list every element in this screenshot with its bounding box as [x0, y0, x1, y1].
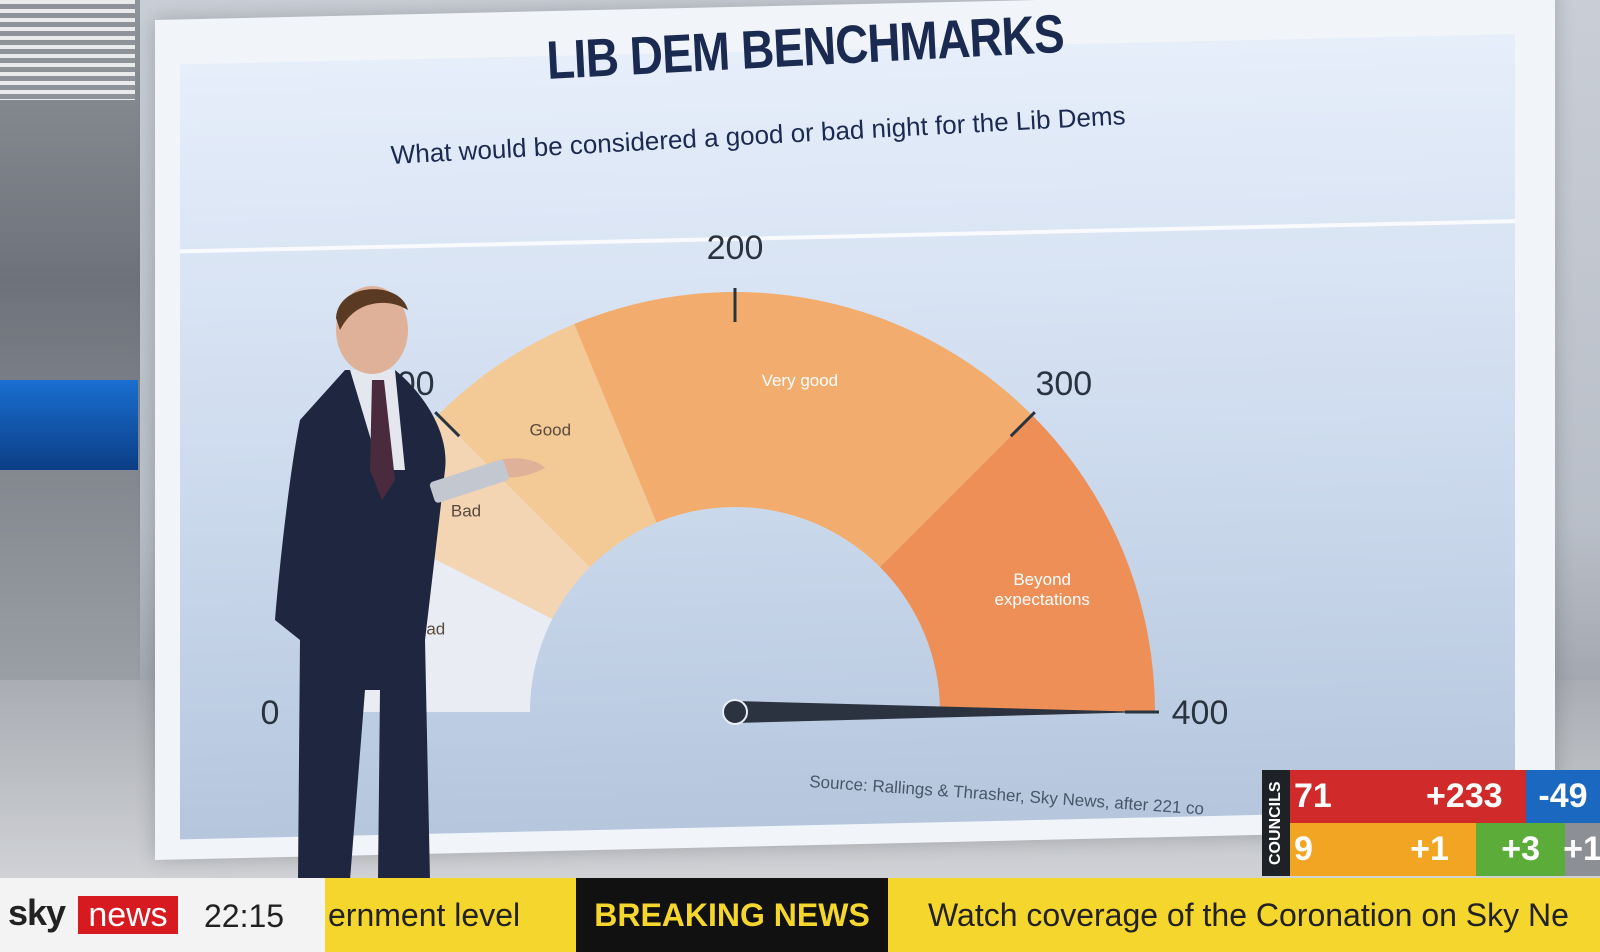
- studio-light-strip: [0, 380, 138, 470]
- gauge-tick: [1009, 411, 1036, 438]
- gauge-tick-label: 200: [707, 229, 764, 267]
- gauge-band-label: Bad: [451, 502, 481, 521]
- councils-label: COUNCILS: [1262, 770, 1290, 876]
- councils-cell: 9: [1290, 823, 1383, 876]
- news-logo-box: news: [78, 896, 178, 934]
- councils-cell: -49: [1525, 770, 1600, 823]
- councils-scoreboard: COUNCILS 71 +233 -49 9 +1 +3 +1: [1262, 770, 1600, 876]
- clock: 22:15: [204, 898, 285, 934]
- gauge-tick-label: 0: [261, 694, 280, 732]
- gauge-band-label: Very good: [762, 371, 839, 390]
- councils-cell: +1: [1563, 823, 1600, 876]
- ticker-previous-text: ernment level: [328, 897, 521, 933]
- gauge-band-very-good: [574, 292, 1032, 568]
- councils-row-2: 9 +1 +3 +1: [1290, 823, 1600, 876]
- gauge-band-beyond-expectations: [879, 415, 1155, 712]
- gauge-band-label: Good: [529, 421, 571, 440]
- gauge-tick-label: 100: [378, 365, 435, 403]
- gauge-band-good: [438, 323, 657, 568]
- sky-logo-text: sky: [8, 892, 66, 933]
- channel-brand: sky news 22:15: [0, 878, 325, 952]
- breaking-news-badge: BREAKING NEWS: [576, 878, 888, 952]
- councils-cell: +1: [1382, 823, 1477, 876]
- councils-cell: +233: [1402, 770, 1526, 823]
- ticker-next-text: Watch coverage of the Coronation on Sky …: [928, 897, 1569, 933]
- news-ticker: sky news 22:15 ernment level BREAKING NE…: [0, 878, 1600, 952]
- gauge-needle: [735, 701, 1150, 723]
- studio-wall: [0, 0, 140, 700]
- councils-cell: +3: [1476, 823, 1565, 876]
- gauge-band-label: Very bad: [378, 619, 445, 638]
- ceiling-vent: [0, 0, 135, 100]
- gauge-band-label: Beyond expectations: [994, 570, 1089, 609]
- gauge-needle-hub: [722, 699, 748, 725]
- councils-row-1: 71 +233 -49: [1290, 770, 1600, 823]
- gauge-tick-label: 300: [1035, 365, 1092, 403]
- councils-cell: 71: [1290, 770, 1403, 823]
- gauge-tick-label: 400: [1172, 694, 1229, 732]
